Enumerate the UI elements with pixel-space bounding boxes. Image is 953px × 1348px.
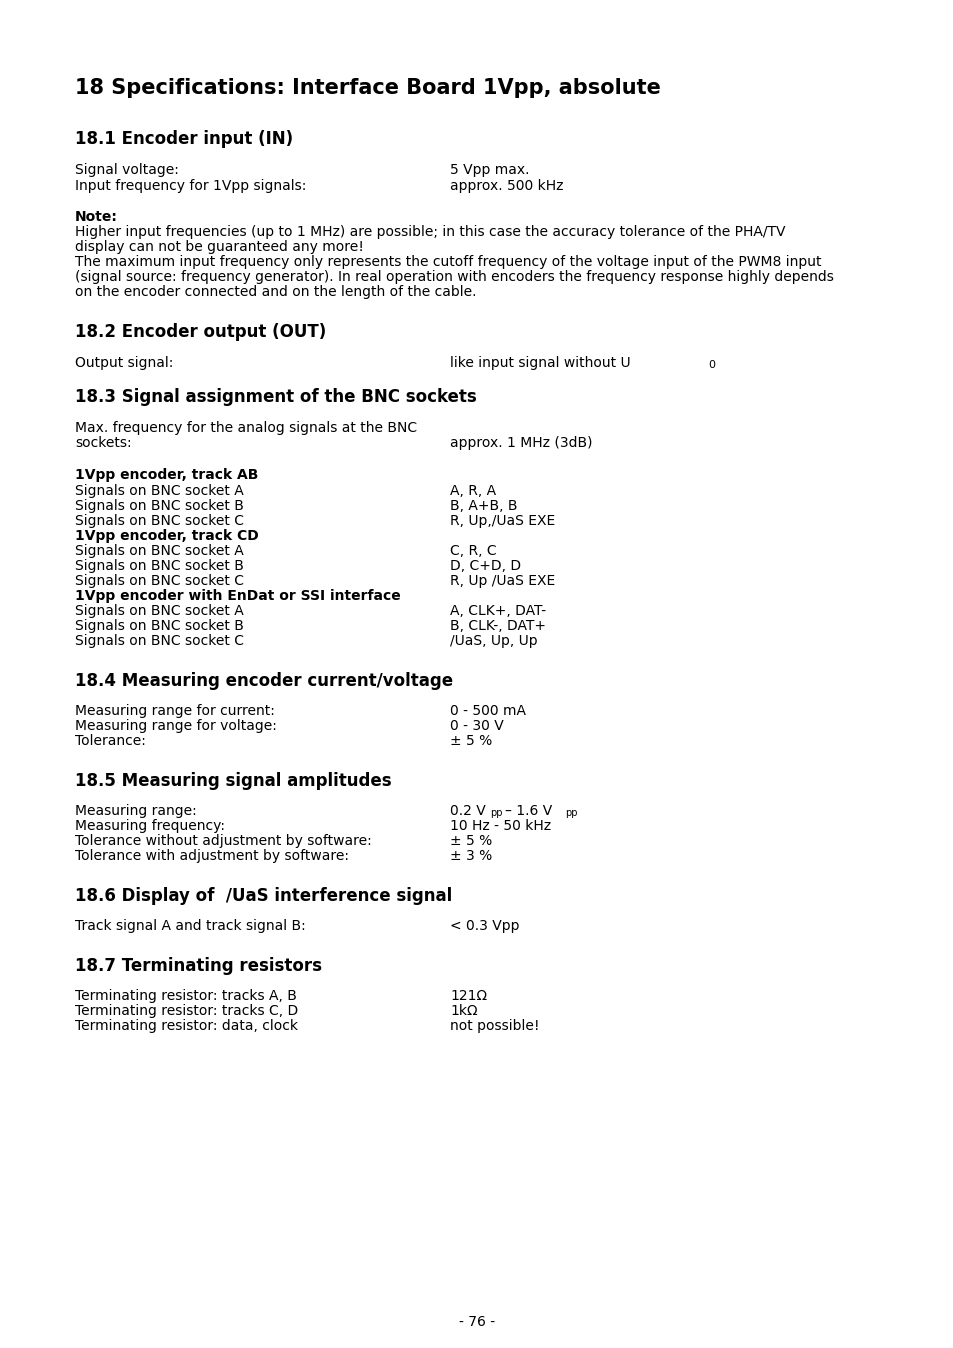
Text: 0: 0 [707, 360, 714, 369]
Text: Measuring range for current:: Measuring range for current: [75, 704, 274, 718]
Text: - 76 -: - 76 - [458, 1316, 495, 1329]
Text: The maximum input frequency only represents the cutoff frequency of the voltage : The maximum input frequency only represe… [75, 255, 821, 270]
Text: R, Up /UaS EXE: R, Up /UaS EXE [450, 574, 555, 588]
Text: B, CLK-, DAT+: B, CLK-, DAT+ [450, 619, 545, 634]
Text: 1kΩ: 1kΩ [450, 1004, 477, 1018]
Text: 18.6 Display of  /UaS interference signal: 18.6 Display of /UaS interference signal [75, 887, 452, 905]
Text: – 1.6 V: – 1.6 V [504, 803, 552, 818]
Text: Track signal A and track signal B:: Track signal A and track signal B: [75, 919, 305, 933]
Text: Signals on BNC socket B: Signals on BNC socket B [75, 559, 244, 573]
Text: 18.2 Encoder output (OUT): 18.2 Encoder output (OUT) [75, 324, 326, 341]
Text: Terminating resistor: data, clock: Terminating resistor: data, clock [75, 1019, 297, 1033]
Text: Signals on BNC socket A: Signals on BNC socket A [75, 545, 244, 558]
Text: Higher input frequencies (up to 1 MHz) are possible; in this case the accuracy t: Higher input frequencies (up to 1 MHz) a… [75, 225, 784, 239]
Text: R, Up,/UaS EXE: R, Up,/UaS EXE [450, 514, 555, 528]
Text: 1Vpp encoder with EnDat or SSI interface: 1Vpp encoder with EnDat or SSI interface [75, 589, 400, 603]
Text: 18.1 Encoder input (IN): 18.1 Encoder input (IN) [75, 129, 293, 148]
Text: not possible!: not possible! [450, 1019, 539, 1033]
Text: Measuring range:: Measuring range: [75, 803, 196, 818]
Text: 10 Hz - 50 kHz: 10 Hz - 50 kHz [450, 820, 551, 833]
Text: A, CLK+, DAT-: A, CLK+, DAT- [450, 604, 545, 617]
Text: (signal source: frequency generator). In real operation with encoders the freque: (signal source: frequency generator). In… [75, 270, 833, 284]
Text: Tolerance:: Tolerance: [75, 735, 146, 748]
Text: 0 - 500 mA: 0 - 500 mA [450, 704, 525, 718]
Text: Signals on BNC socket A: Signals on BNC socket A [75, 604, 244, 617]
Text: Signals on BNC socket B: Signals on BNC socket B [75, 619, 244, 634]
Text: Signals on BNC socket B: Signals on BNC socket B [75, 499, 244, 514]
Text: Signals on BNC socket A: Signals on BNC socket A [75, 484, 244, 497]
Text: Note:: Note: [75, 210, 118, 224]
Text: 0 - 30 V: 0 - 30 V [450, 718, 503, 733]
Text: C, R, C: C, R, C [450, 545, 497, 558]
Text: ± 5 %: ± 5 % [450, 735, 492, 748]
Text: B, A+B, B: B, A+B, B [450, 499, 517, 514]
Text: on the encoder connected and on the length of the cable.: on the encoder connected and on the leng… [75, 284, 476, 299]
Text: < 0.3 Vpp: < 0.3 Vpp [450, 919, 519, 933]
Text: sockets:: sockets: [75, 435, 132, 450]
Text: A, R, A: A, R, A [450, 484, 496, 497]
Text: /UaS, Up, Up: /UaS, Up, Up [450, 634, 537, 648]
Text: 18.3 Signal assignment of the BNC sockets: 18.3 Signal assignment of the BNC socket… [75, 388, 476, 406]
Text: Signal voltage:: Signal voltage: [75, 163, 179, 177]
Text: Terminating resistor: tracks C, D: Terminating resistor: tracks C, D [75, 1004, 298, 1018]
Text: ± 3 %: ± 3 % [450, 849, 492, 863]
Text: Signals on BNC socket C: Signals on BNC socket C [75, 514, 244, 528]
Text: Max. frequency for the analog signals at the BNC: Max. frequency for the analog signals at… [75, 421, 416, 435]
Text: like input signal without U: like input signal without U [450, 356, 630, 369]
Text: Terminating resistor: tracks A, B: Terminating resistor: tracks A, B [75, 989, 296, 1003]
Text: D, C+D, D: D, C+D, D [450, 559, 520, 573]
Text: 5 Vpp max.: 5 Vpp max. [450, 163, 529, 177]
Text: 18.7 Terminating resistors: 18.7 Terminating resistors [75, 957, 322, 975]
Text: 0.2 V: 0.2 V [450, 803, 485, 818]
Text: approx. 1 MHz (3dB): approx. 1 MHz (3dB) [450, 435, 592, 450]
Text: Tolerance without adjustment by software:: Tolerance without adjustment by software… [75, 834, 372, 848]
Text: 18.4 Measuring encoder current/voltage: 18.4 Measuring encoder current/voltage [75, 673, 453, 690]
Text: Measuring frequency:: Measuring frequency: [75, 820, 225, 833]
Text: Output signal:: Output signal: [75, 356, 173, 369]
Text: 18.5 Measuring signal amplitudes: 18.5 Measuring signal amplitudes [75, 772, 392, 790]
Text: 121Ω: 121Ω [450, 989, 487, 1003]
Text: Signals on BNC socket C: Signals on BNC socket C [75, 574, 244, 588]
Text: 1Vpp encoder, track CD: 1Vpp encoder, track CD [75, 528, 258, 543]
Text: 18 Specifications: Interface Board 1Vpp, absolute: 18 Specifications: Interface Board 1Vpp,… [75, 78, 660, 98]
Text: 1Vpp encoder, track AB: 1Vpp encoder, track AB [75, 468, 258, 483]
Text: ± 5 %: ± 5 % [450, 834, 492, 848]
Text: approx. 500 kHz: approx. 500 kHz [450, 179, 563, 193]
Text: pp: pp [490, 807, 502, 818]
Text: pp: pp [564, 807, 577, 818]
Text: Signals on BNC socket C: Signals on BNC socket C [75, 634, 244, 648]
Text: Measuring range for voltage:: Measuring range for voltage: [75, 718, 276, 733]
Text: Tolerance with adjustment by software:: Tolerance with adjustment by software: [75, 849, 349, 863]
Text: display can not be guaranteed any more!: display can not be guaranteed any more! [75, 240, 363, 253]
Text: Input frequency for 1Vpp signals:: Input frequency for 1Vpp signals: [75, 179, 306, 193]
